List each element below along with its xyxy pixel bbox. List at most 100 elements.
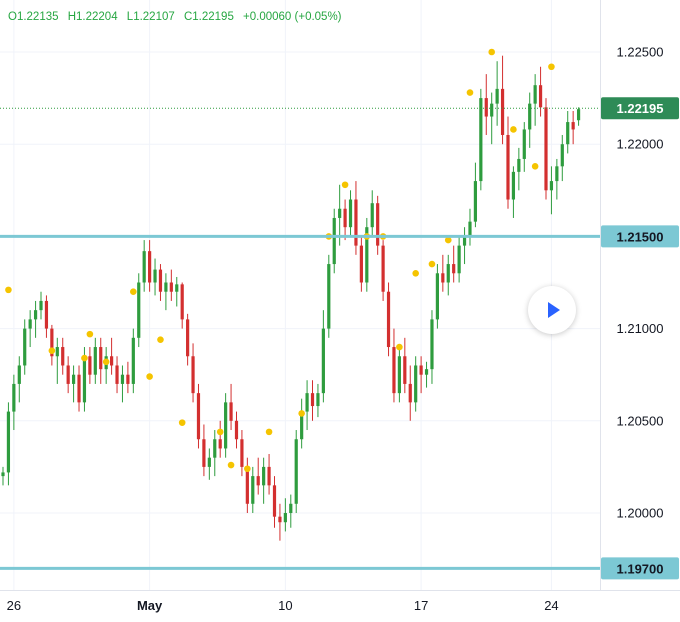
level-label-text: 1.21500: [617, 229, 664, 244]
signal-marker: [510, 126, 517, 133]
price-axis[interactable]: 1.22500 1.22000 1.21000 1.20500 1.20000: [617, 45, 664, 521]
candle-body: [196, 393, 201, 440]
candle-body: [343, 208, 347, 228]
time-axis[interactable]: 26 May 10 17 24: [7, 598, 559, 613]
candle-body: [462, 236, 467, 246]
candle-body: [164, 282, 168, 292]
signal-marker: [412, 269, 419, 277]
candle-body: [234, 420, 239, 440]
candle-body: [566, 122, 570, 145]
candle-body: [386, 291, 391, 348]
current-price-label: 1.22195: [601, 97, 679, 120]
candle-body: [218, 439, 222, 449]
legend-close: C1.22195: [183, 11, 234, 23]
candle-body: [365, 227, 369, 283]
play-button[interactable]: [528, 286, 576, 334]
signal-marker: [130, 288, 137, 296]
candle-body: [126, 374, 130, 384]
candle-body: [376, 203, 380, 246]
candle-body: [490, 103, 494, 117]
candle-body: [321, 328, 325, 394]
candle-body: [424, 369, 429, 375]
level-label-bg: [601, 225, 679, 248]
candle-body: [370, 203, 374, 228]
signal-marker: [444, 236, 452, 244]
candle-body: [180, 284, 184, 320]
candle-body: [392, 347, 396, 394]
time-tick-label: 17: [414, 598, 428, 613]
candle-body: [327, 264, 331, 329]
candle-body: [332, 217, 336, 265]
signal-marker: [5, 286, 12, 294]
time-tick-label: 10: [278, 598, 292, 613]
candle-body: [452, 264, 456, 274]
signal-marker: [428, 260, 436, 268]
candle-body: [408, 383, 412, 403]
candle-body: [381, 245, 385, 292]
time-tick-label: May: [137, 598, 163, 613]
candle-body: [169, 282, 173, 292]
candle-body: [338, 208, 342, 218]
candle-body: [576, 109, 581, 121]
marker-series: [5, 48, 555, 473]
candle-body: [191, 356, 195, 394]
candle-body: [44, 300, 49, 329]
price-tick-label: 1.20000: [617, 506, 664, 521]
candle-body: [457, 245, 461, 274]
candle-body: [137, 282, 141, 338]
legend-change: +0.00060 (+0.05%): [243, 11, 342, 23]
level-label-bg: [601, 557, 679, 580]
candle-body: [66, 365, 70, 384]
candle-body: [435, 273, 439, 320]
candle-body: [93, 347, 97, 375]
chart-grid: [0, 0, 600, 590]
legend-open: O1.22135: [8, 11, 59, 23]
current-price-label-bg: [601, 97, 679, 120]
candle-body: [473, 181, 478, 222]
candle-body: [549, 181, 554, 191]
candle-body: [262, 466, 266, 486]
candle-body: [71, 374, 76, 384]
signal-marker: [298, 410, 305, 417]
candle-body: [202, 439, 206, 467]
candle-body: [158, 269, 163, 292]
candle-body: [283, 513, 287, 523]
candle-body: [12, 383, 16, 412]
candle-body: [484, 98, 488, 117]
candle-body: [506, 134, 510, 200]
price-tick-label: 1.21000: [617, 321, 664, 336]
candle-body: [256, 476, 260, 486]
signal-marker: [102, 358, 110, 366]
signal-marker: [146, 373, 153, 380]
signal-marker: [548, 63, 555, 71]
level-label-text: 1.19700: [617, 561, 664, 576]
candle-body: [272, 485, 277, 517]
candle-body: [278, 516, 282, 523]
candle-body: [479, 98, 483, 182]
signal-marker: [81, 354, 88, 362]
candle-body: [33, 310, 38, 320]
signal-marker: [86, 330, 94, 338]
candle-body: [186, 319, 190, 357]
candle-body: [115, 365, 119, 384]
horizontal-levels: 1.21500 1.19700: [0, 225, 679, 580]
legend-low: L1.22107: [126, 11, 175, 23]
candle-body: [120, 374, 125, 384]
legend-high: H1.22204: [67, 11, 118, 23]
candle-body: [316, 393, 320, 407]
candle-body: [1, 472, 5, 477]
candle-body: [544, 107, 548, 191]
play-icon: [548, 302, 560, 318]
signal-marker: [227, 461, 235, 469]
price-tick-label: 1.22000: [617, 137, 664, 152]
candle-body: [110, 356, 114, 366]
signal-marker: [157, 336, 164, 343]
time-tick-label: 26: [7, 598, 21, 613]
candle-body: [142, 251, 146, 283]
candle-body: [310, 393, 315, 407]
ohlc-legend: O1.22135 H1.22204 L1.22107 C1.22195 +0.0…: [8, 11, 348, 23]
signal-marker: [396, 343, 403, 351]
candle-body: [468, 221, 472, 237]
candle-body: [61, 347, 65, 366]
